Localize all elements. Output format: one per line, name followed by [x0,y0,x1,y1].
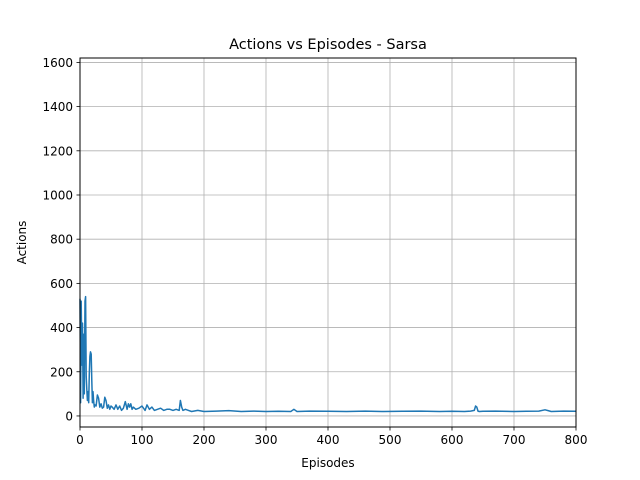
series-line [79,295,577,413]
grid [79,58,577,427]
y-tick-label: 800 [50,233,73,247]
x-tick-label: 600 [441,433,464,447]
x-axis-title: Episodes [301,456,354,470]
x-tick-label: 100 [131,433,154,447]
x-tick-label: 0 [76,433,84,447]
x-tick-label: 300 [255,433,278,447]
y-tick-label: 400 [50,321,73,335]
x-tick-label: 700 [503,433,526,447]
y-tick-label: 600 [50,277,73,291]
series-layer [79,295,577,413]
y-axis-title: Actions [15,221,29,265]
axis-ticks: 0 100 200 300 400 500 600 700 800 0 200 400 600 800 10… [42,56,587,447]
y-tick-label: 0 [65,409,73,423]
chart-title: Actions vs Episodes - Sarsa [229,37,427,53]
x-tick-label: 800 [565,433,588,447]
y-tick-label: 1600 [42,56,73,70]
x-tick-label: 200 [193,433,216,447]
y-tick-label: 1400 [42,100,73,114]
x-tick-label: 400 [317,433,340,447]
x-tick-label: 500 [379,433,402,447]
y-tick-label: 1000 [42,188,73,202]
y-tick-label: 200 [50,365,73,379]
y-tick-label: 1200 [42,144,73,158]
